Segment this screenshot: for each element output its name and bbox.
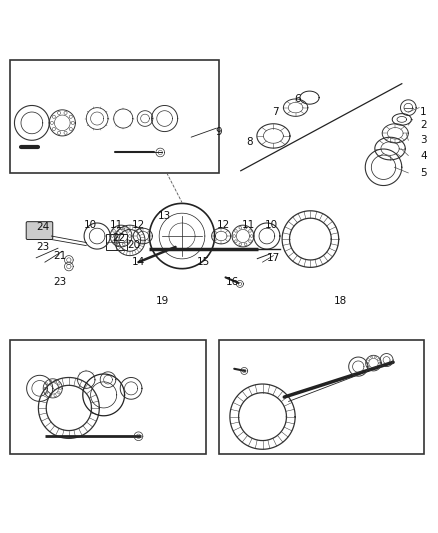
FancyBboxPatch shape bbox=[26, 222, 53, 239]
Text: 15: 15 bbox=[197, 257, 210, 267]
Text: 16: 16 bbox=[226, 277, 239, 287]
Text: 18: 18 bbox=[334, 296, 347, 306]
Text: 10: 10 bbox=[265, 220, 278, 230]
Text: 5: 5 bbox=[420, 168, 427, 178]
Text: 8: 8 bbox=[246, 138, 253, 148]
Text: 10: 10 bbox=[84, 220, 97, 230]
Text: 6: 6 bbox=[294, 94, 300, 104]
Bar bbox=[10, 60, 219, 173]
Text: 3: 3 bbox=[420, 135, 427, 146]
Text: 11: 11 bbox=[242, 220, 255, 230]
Text: 17: 17 bbox=[267, 253, 280, 263]
Text: 12: 12 bbox=[217, 220, 230, 230]
Text: 22: 22 bbox=[112, 233, 126, 243]
Bar bbox=[219, 341, 424, 454]
Text: 23: 23 bbox=[36, 242, 49, 252]
Text: 24: 24 bbox=[36, 222, 49, 232]
Text: 11: 11 bbox=[110, 220, 124, 230]
Text: 14: 14 bbox=[132, 257, 145, 267]
Text: 7: 7 bbox=[272, 107, 279, 117]
Text: 19: 19 bbox=[156, 296, 169, 306]
Text: 1: 1 bbox=[420, 107, 427, 117]
Text: 13: 13 bbox=[158, 212, 171, 221]
Text: 12: 12 bbox=[132, 220, 145, 230]
Text: 20: 20 bbox=[127, 240, 141, 250]
Text: 9: 9 bbox=[215, 126, 223, 136]
Text: 2: 2 bbox=[420, 120, 427, 130]
Text: 21: 21 bbox=[53, 251, 67, 261]
Bar bbox=[106, 234, 127, 251]
Text: 23: 23 bbox=[53, 277, 67, 287]
Text: 4: 4 bbox=[420, 150, 427, 160]
Bar bbox=[10, 341, 206, 454]
